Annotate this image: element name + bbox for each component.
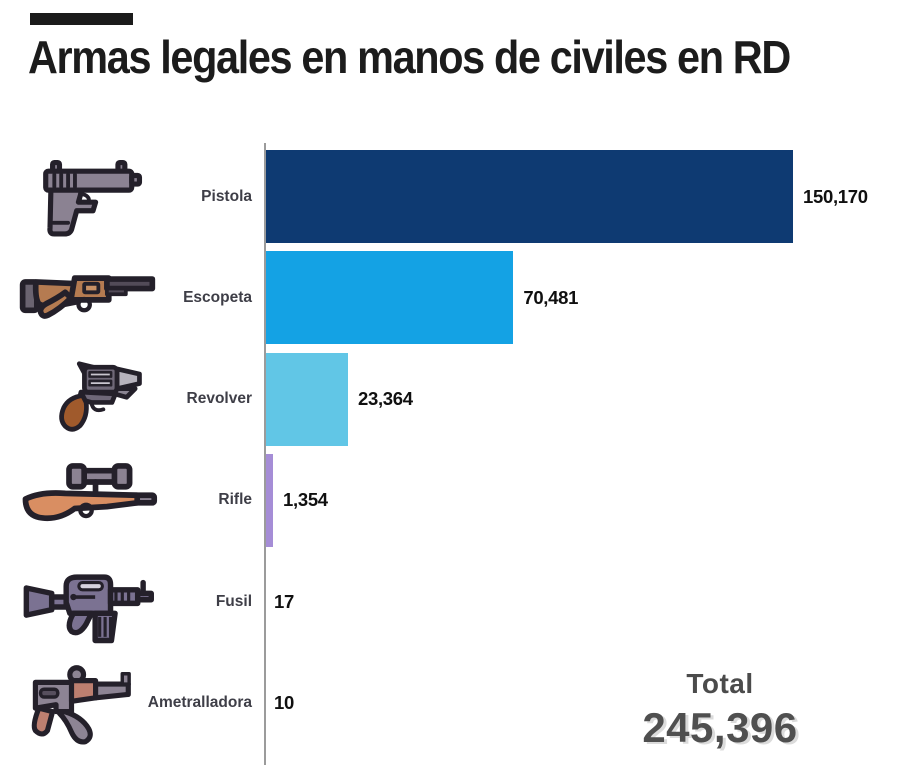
bar-pistola — [266, 150, 793, 243]
chart-row-rifle: Rifle 1,354 — [0, 453, 906, 547]
category-label: Fusil — [215, 592, 252, 610]
assault-rifle-icon — [16, 559, 158, 645]
category-label: Rifle — [218, 491, 252, 509]
value-label: 1,354 — [283, 489, 328, 511]
page-title: Armas legales en manos de civiles en RD — [28, 31, 791, 83]
value-label: 70,481 — [523, 286, 579, 308]
chart-row-pistola: Pistola 150,170 — [0, 150, 906, 243]
category-axis-line — [264, 143, 266, 765]
revolver-icon — [16, 356, 158, 442]
category-label: Revolver — [186, 390, 252, 408]
category-label: Escopeta — [183, 288, 252, 306]
sniper-rifle-icon — [16, 457, 158, 543]
chart-row-fusil: Fusil 17 — [0, 555, 906, 648]
chart-row-ametralladora: Ametralladora 10 — [0, 657, 906, 750]
value-label: 17 — [274, 590, 294, 612]
pistol-icon — [16, 154, 158, 240]
value-label: 150,170 — [803, 185, 868, 207]
bar-rifle — [266, 453, 273, 547]
machine-gun-icon — [16, 660, 158, 746]
category-label: Pistola — [201, 187, 252, 205]
value-label: 23,364 — [357, 388, 413, 410]
value-label: 10 — [274, 692, 294, 713]
accent-bar — [30, 13, 133, 25]
category-label: Ametralladora — [147, 694, 252, 711]
total-block: Total 245,396 — [600, 668, 840, 752]
chart-row-escopeta: Escopeta 70,481 — [0, 251, 906, 345]
bar-revolver — [266, 352, 348, 446]
total-value: 245,396 — [642, 704, 798, 751]
bar-escopeta — [266, 251, 514, 345]
chart-row-revolver: Revolver 23,364 — [0, 352, 906, 446]
total-label: Total — [686, 668, 754, 699]
shotgun-icon — [16, 255, 158, 341]
